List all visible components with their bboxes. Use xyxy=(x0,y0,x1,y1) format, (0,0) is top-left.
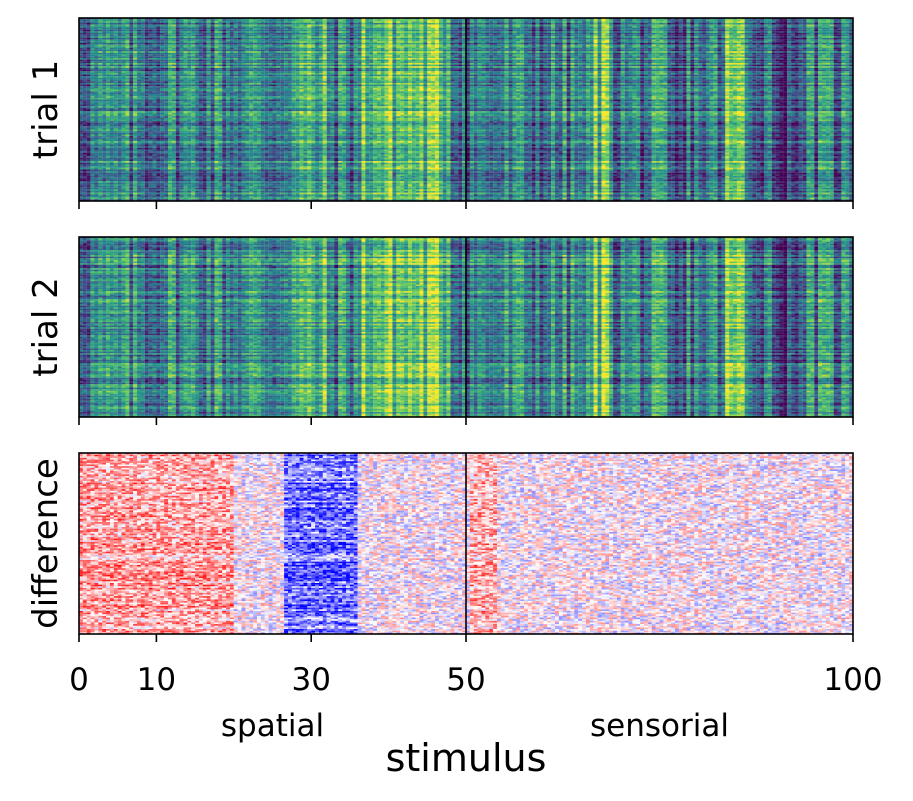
ylabel-trial-2: trial 2 xyxy=(26,277,66,376)
panel-trial-1: trial 1 xyxy=(26,17,854,202)
x-axis-label: stimulus xyxy=(386,736,547,780)
x-tick-label-50: 50 xyxy=(446,662,485,698)
x-tick-label-100: 100 xyxy=(823,662,882,698)
ylabel-trial-1: trial 1 xyxy=(26,60,66,159)
x-tick-label-10: 10 xyxy=(137,662,176,698)
x-tick-labels: 0 10 30 50 100 xyxy=(69,662,882,698)
x-tick-label-0: 0 xyxy=(69,662,89,698)
region-label-spatial: spatial xyxy=(221,708,324,744)
region-label-sensorial: sensorial xyxy=(590,708,729,744)
ylabel-difference: difference xyxy=(26,458,66,629)
panel-trial-2: trial 2 xyxy=(26,236,854,418)
x-ticks xyxy=(78,201,854,642)
x-tick-label-30: 30 xyxy=(291,662,330,698)
panel-difference: difference xyxy=(26,452,854,635)
